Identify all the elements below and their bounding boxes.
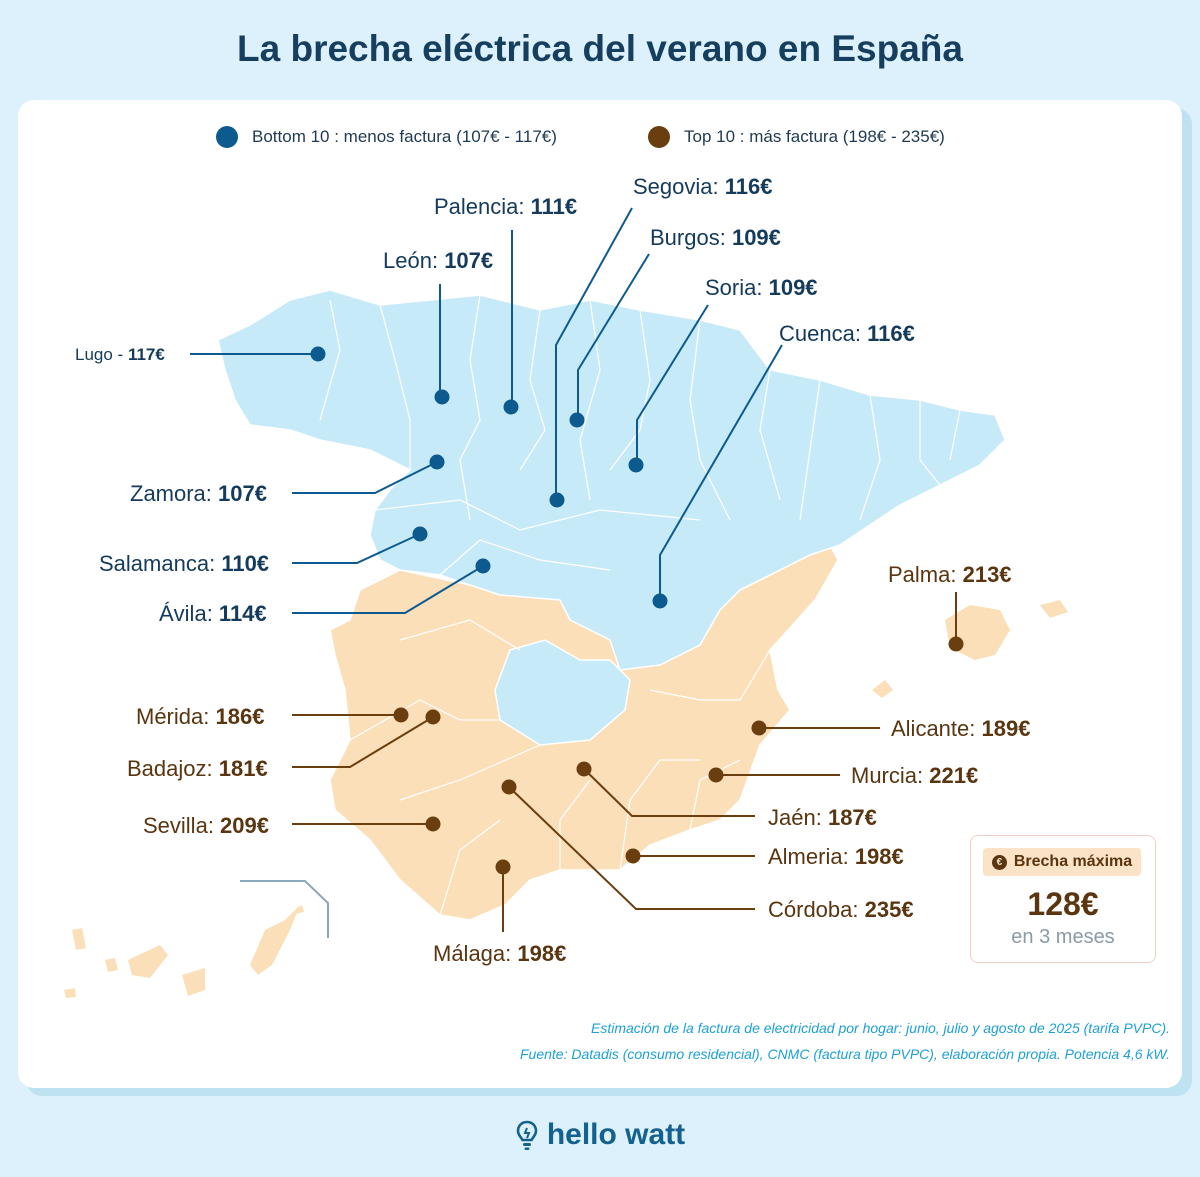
marker-dot-lugo — [310, 346, 326, 362]
label-palma: Palma: 213€ — [888, 562, 1012, 587]
leader-line-salamanca — [292, 533, 421, 564]
legend-dot-bottom — [216, 126, 238, 148]
label-cordoba: Córdoba: 235€ — [768, 897, 914, 922]
label-zamora: Zamora: 107€ — [130, 481, 267, 506]
label-badajoz: Badajoz: 181€ — [127, 756, 268, 781]
marker-dot-almeria — [625, 848, 641, 864]
central-region — [494, 639, 631, 746]
leader-line-burgos — [577, 253, 650, 420]
marker-dot-alicante — [751, 720, 767, 736]
marker-dot-soria — [628, 457, 644, 473]
lightbulb-icon — [516, 1120, 538, 1150]
label-murcia: Murcia: 221€ — [851, 763, 979, 788]
label-avila: Ávila: 114€ — [159, 601, 267, 626]
legend-top: Top 10 : más factura (198€ - 235€) — [648, 126, 945, 148]
marker-dot-sevilla — [425, 816, 441, 832]
marker-dot-burgos — [569, 412, 585, 428]
gap-pill: € Brecha máxima — [983, 848, 1141, 876]
leader-line-jaen — [583, 768, 755, 817]
canary-inset-frame — [240, 880, 329, 938]
marker-dot-avila — [475, 558, 491, 574]
gap-value: 128€ — [1027, 886, 1099, 922]
label-burgos: Burgos: 109€ — [650, 225, 781, 250]
marker-dot-zamora — [429, 454, 445, 470]
note-estimate: Estimación de la factura de electricidad… — [591, 1020, 1170, 1036]
marker-dot-palma — [948, 636, 964, 652]
marker-dot-cordoba — [501, 779, 517, 795]
marker-dot-merida — [393, 707, 409, 723]
label-almeria: Almeria: 198€ — [768, 844, 904, 869]
label-segovia: Segovia: 116€ — [633, 174, 773, 199]
marker-dot-jaen — [576, 761, 592, 777]
leader-line-avila — [292, 565, 484, 614]
leader-line-badajoz — [292, 716, 434, 768]
label-leon: León: 107€ — [383, 248, 494, 273]
gap-period: en 3 meses — [1011, 926, 1115, 948]
label-jaen: Jaén: 187€ — [768, 805, 877, 830]
label-soria: Soria: 109€ — [705, 275, 818, 300]
brand-name: hello watt — [546, 1118, 686, 1151]
north-region — [217, 289, 1006, 671]
marker-dot-leon — [434, 389, 450, 405]
note-source: Fuente: Datadis (consumo residencial), C… — [520, 1046, 1170, 1062]
legend-top-label: Top 10 : más factura (198€ - 235€) — [684, 127, 945, 146]
leader-line-segovia — [555, 207, 633, 500]
euro-coin-icon: € — [991, 854, 1007, 870]
leader-line-soria — [636, 304, 709, 465]
ibiza — [872, 680, 893, 698]
marker-dot-palencia — [503, 399, 519, 415]
marker-dot-segovia — [549, 492, 565, 508]
legend-dot-top — [648, 126, 670, 148]
gap-label: Brecha máxima — [1013, 853, 1133, 870]
label-palencia: Palencia: 111€ — [434, 194, 578, 219]
marker-dot-badajoz — [425, 709, 441, 725]
brand-logo: hello watt — [0, 1118, 1200, 1152]
mallorca — [945, 605, 1010, 660]
label-cuenca: Cuenca: 116€ — [779, 321, 915, 346]
label-malaga: Málaga: 198€ — [433, 941, 567, 966]
legend-bottom: Bottom 10 : menos factura (107€ - 117€) — [216, 126, 557, 148]
legend-bottom-label: Bottom 10 : menos factura (107€ - 117€) — [252, 127, 557, 146]
leader-line-zamora — [292, 461, 438, 494]
canary-islands — [64, 905, 304, 998]
province-borders — [319, 294, 961, 916]
page-title: La brecha eléctrica del verano en España — [237, 28, 963, 69]
leader-line-cuenca — [659, 344, 783, 601]
label-merida: Mérida: 186€ — [136, 704, 265, 729]
label-salamanca: Salamanca: 110€ — [99, 551, 270, 576]
marker-dot-murcia — [708, 767, 724, 783]
marker-dot-malaga — [495, 859, 511, 875]
gap-box: € Brecha máxima 128€ en 3 meses — [970, 835, 1156, 963]
label-lugo: Lugo - 117€ — [75, 345, 165, 364]
marker-dot-cuenca — [652, 593, 668, 609]
menorca — [1040, 600, 1068, 618]
label-alicante: Alicante: 189€ — [891, 716, 1031, 741]
marker-dot-salamanca — [412, 526, 428, 542]
leader-line-cordoba — [508, 786, 755, 910]
label-sevilla: Sevilla: 209€ — [143, 813, 269, 838]
